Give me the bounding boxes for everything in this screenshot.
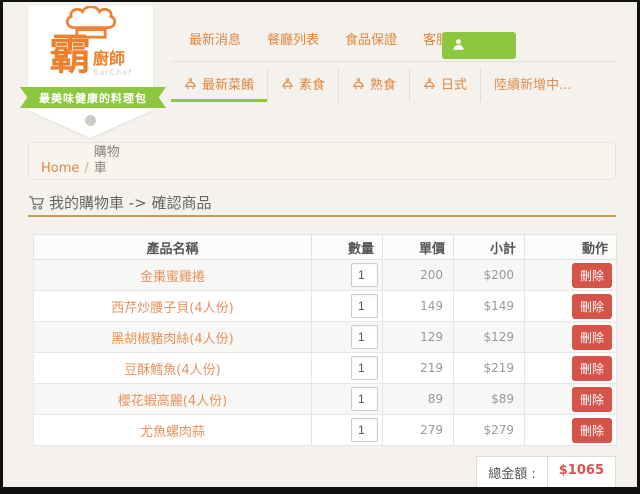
breadcrumb-home-link[interactable]: Home	[41, 161, 80, 176]
header-divider	[171, 61, 618, 62]
cart-table: 產品名稱 數量 單價 小計 動作 金棗蜜雞捲 200 $200 刪除 西芹炒腰子…	[33, 234, 617, 446]
quantity-input[interactable]	[351, 294, 378, 318]
unit-price: 219	[382, 352, 454, 384]
chef-hat-icon	[65, 6, 116, 39]
tagline-text: 最美味健康的料理包	[39, 91, 147, 105]
product-link[interactable]: 豆酥鱈魚(4人份)	[124, 362, 221, 378]
col-header-unit-price: 單價	[382, 234, 454, 260]
nav-item-restaurants[interactable]: 餐廳列表	[267, 33, 320, 48]
logo-character: 霸	[48, 30, 91, 79]
delete-button[interactable]: 刪除	[571, 386, 612, 412]
cart-row: 西芹炒腰子貝(4人份) 149 $149 刪除	[33, 290, 617, 322]
product-link[interactable]: 尤魚螺肉蒜	[139, 424, 205, 440]
quantity-input[interactable]	[351, 356, 378, 380]
total-label: 總金額 :	[477, 457, 548, 487]
cart-icon	[28, 195, 45, 210]
top-nav: 最新消息 餐廳列表 食品保證 客服	[189, 29, 449, 48]
col-header-subtotal: 小計	[453, 234, 525, 260]
quantity-input[interactable]	[351, 325, 378, 349]
product-link[interactable]: 櫻花蝦高麗(4人份)	[117, 393, 228, 409]
cloche-icon	[424, 77, 436, 89]
cart-row: 金棗蜜雞捲 200 $200 刪除	[33, 259, 617, 291]
nav-item-guarantee[interactable]: 食品保證	[345, 33, 398, 48]
quantity-input[interactable]	[351, 263, 378, 287]
cloche-icon	[184, 77, 197, 89]
unit-price: 129	[382, 321, 454, 353]
subtotal: $279	[453, 414, 525, 446]
menu-label: 最新菜餚	[202, 78, 255, 93]
menu-label: 日式	[441, 78, 468, 93]
product-link[interactable]: 西芹炒腰子貝(4人份)	[111, 300, 234, 316]
cloche-icon	[281, 77, 294, 89]
col-header-product: 產品名稱	[33, 234, 312, 260]
col-header-quantity: 數量	[311, 234, 383, 260]
delete-button[interactable]: 刪除	[571, 355, 612, 381]
subtotal: $200	[453, 259, 525, 291]
breadcrumb: Home / 購物車	[28, 142, 616, 180]
total-value: $1065	[558, 463, 604, 478]
cart-row: 黑胡椒豬肉絲(4人份) 129 $129 刪除	[33, 321, 617, 353]
unit-price: 200	[382, 259, 454, 291]
delete-button[interactable]: 刪除	[571, 293, 612, 319]
account-button[interactable]	[442, 32, 516, 59]
quantity-input[interactable]	[351, 418, 378, 442]
menu-more-label: 陸續新增中...	[480, 68, 584, 102]
delete-button[interactable]: 刪除	[571, 262, 612, 288]
person-icon	[453, 38, 464, 50]
product-link[interactable]: 黑胡椒豬肉絲(4人份)	[111, 331, 234, 347]
subtotal: $219	[453, 352, 525, 384]
category-menu: 最新菜餚 素食 熟食 日式 陸續新增中.	[171, 68, 584, 102]
title-underline	[28, 215, 616, 217]
unit-price: 89	[382, 383, 454, 415]
menu-item-latest-dishes[interactable]: 最新菜餚	[171, 68, 268, 102]
subtotal: $129	[453, 321, 525, 353]
unit-price: 279	[382, 414, 454, 446]
nav-item-news[interactable]: 最新消息	[189, 33, 242, 48]
logo-subtitle: BarChef	[92, 67, 133, 77]
menu-item-japanese[interactable]: 日式	[409, 68, 480, 102]
site-logo[interactable]: 霸 廚師 BarChef	[28, 4, 153, 138]
cloche-icon	[352, 77, 365, 89]
cart-row: 豆酥鱈魚(4人份) 219 $219 刪除	[33, 352, 617, 384]
subtotal: $89	[453, 383, 525, 415]
product-link[interactable]: 金棗蜜雞捲	[139, 269, 205, 285]
menu-label: 熟食	[370, 78, 397, 93]
subtotal: $149	[453, 290, 525, 322]
breadcrumb-current: 購物車	[93, 145, 120, 176]
cart-title-text: 我的購物車 -> 確認商品	[49, 194, 212, 212]
delete-button[interactable]: 刪除	[571, 324, 612, 350]
cart-row: 尤魚螺肉蒜 279 $279 刪除	[33, 414, 617, 446]
cart-title: 我的購物車 -> 確認商品	[28, 192, 212, 213]
total-box: 總金額 : $1065	[476, 456, 616, 487]
breadcrumb-separator: /	[84, 161, 89, 176]
quantity-input[interactable]	[351, 387, 378, 411]
cart-row: 櫻花蝦高麗(4人份) 89 $89 刪除	[33, 383, 617, 415]
menu-item-cooked[interactable]: 熟食	[338, 68, 409, 102]
table-header-row: 產品名稱 數量 單價 小計 動作	[33, 234, 617, 260]
delete-button[interactable]: 刪除	[571, 417, 612, 443]
col-header-action: 動作	[524, 234, 617, 260]
menu-label: 素食	[299, 78, 326, 93]
badge-hole	[85, 115, 96, 126]
tagline-ribbon: 最美味健康的料理包	[20, 87, 166, 108]
unit-price: 149	[382, 290, 454, 322]
menu-item-vegetarian[interactable]: 素食	[267, 68, 338, 102]
logo-word: 廚師	[92, 49, 125, 68]
